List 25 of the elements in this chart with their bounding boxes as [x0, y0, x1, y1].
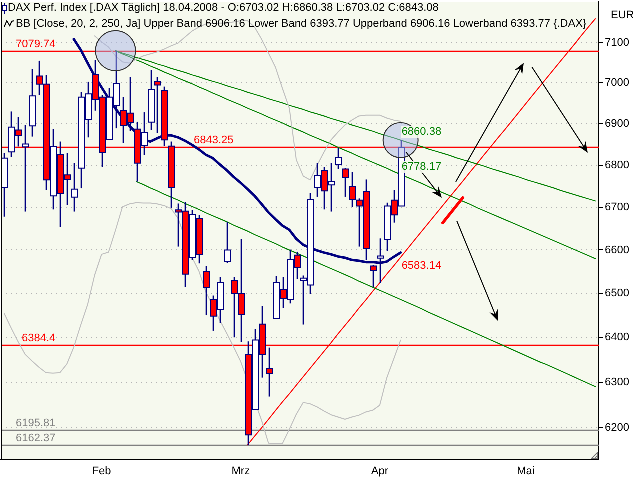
ref-line-label: 6384.4	[22, 332, 56, 345]
x-tick-label: Mrz	[232, 466, 250, 478]
data-label: 6778.17	[400, 160, 443, 173]
x-tick-label: Mai	[517, 466, 535, 478]
y-tick-label: 7100	[605, 36, 630, 49]
y-tick-label: 6600	[605, 244, 630, 256]
y-tick-label: 7000	[605, 77, 630, 90]
y-tick-label: 6700	[605, 202, 630, 214]
x-tick-label: Apr	[371, 466, 389, 478]
chart-title: DAX Perf. Index [.DAX Täglich] 18.04.2008 - O:6703.02 H:6860.38 L:6703.02 C:6843.08	[8, 2, 439, 14]
data-label: 6860.38	[400, 126, 443, 138]
y-tick-label: 6300	[605, 376, 630, 388]
y-tick-label: 6200	[605, 422, 630, 434]
text: BB [Close, 20, 2, 250, Ja] Upper Band 6906.16 Lower Band 6393.77 Upperband 6906.16 Lowerband 6393.77 {.DAX}	[16, 18, 587, 30]
ref-line-label: 6195.81	[16, 418, 56, 430]
x-tick-label: Feb	[92, 466, 112, 478]
ref-line-label: 6162.37	[16, 432, 56, 445]
ref-line-label: 6843.25	[194, 134, 234, 147]
y-tick-label: 6800	[605, 160, 630, 172]
y-tick-label: 6900	[605, 118, 630, 130]
y-axis-title: EUR	[611, 10, 634, 22]
y-tick-label: 6500	[605, 288, 630, 300]
y-tick-label: 6400	[605, 332, 630, 344]
ref-line-label: 7079.74	[16, 38, 56, 51]
data-label: 6583.14	[400, 260, 443, 272]
